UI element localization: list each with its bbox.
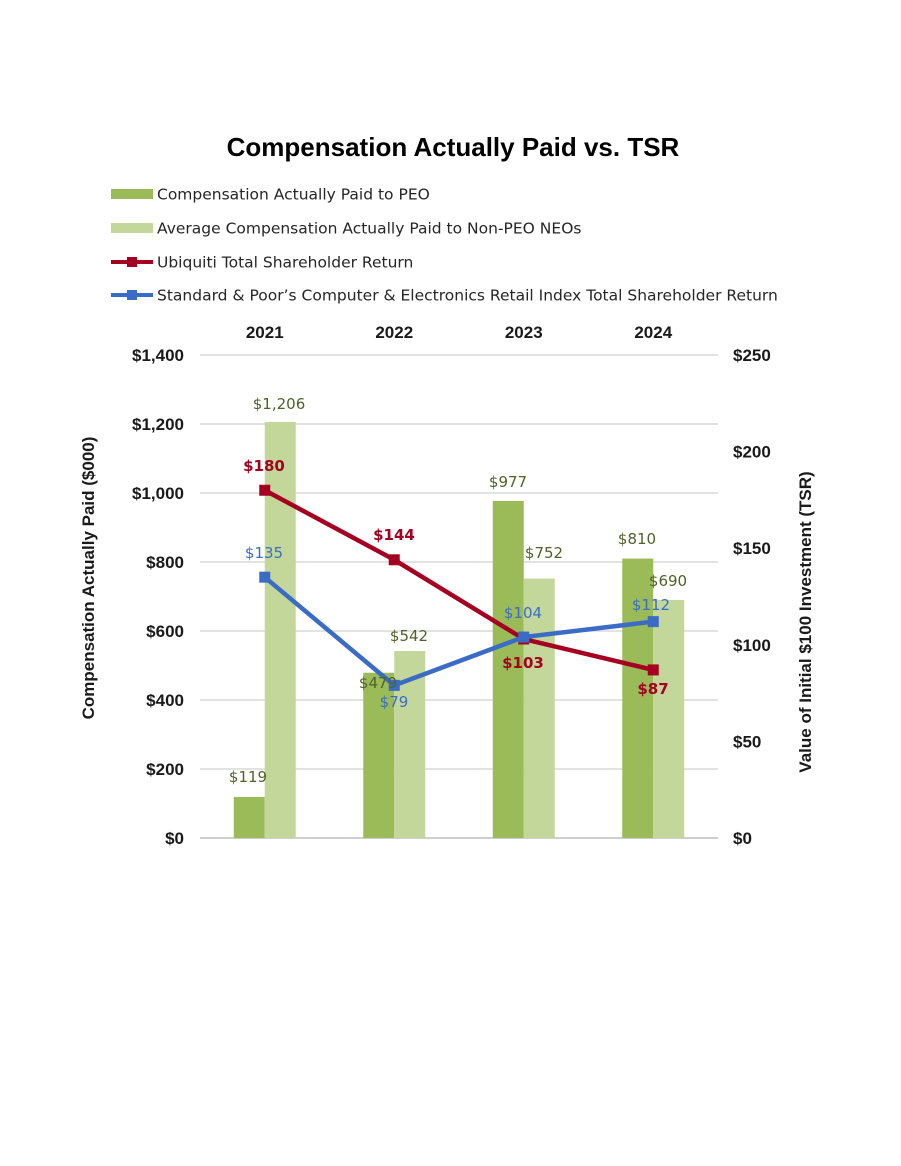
left-tick-label: $1,200 [132,415,184,434]
left-axis-ticks: $0 $200 $400 $600 $800 $1,000 $1,200 $1,400 [132,346,184,848]
bar-data-label: $1,206 [253,395,306,413]
right-tick-label: $50 [733,732,761,751]
category-labels: 2021 2022 2023 2024 [246,323,673,342]
category-label: 2024 [634,323,672,342]
category-label: 2023 [505,323,543,342]
lines [259,484,659,691]
right-axis-ticks: $0 $50 $100 $150 $200 $250 [733,346,771,848]
legend-marker [127,290,137,300]
left-tick-label: $1,400 [132,346,184,365]
data-labels: $119 $479 $977 $810 $1,206 $542 $752 $690 $180 $1… [229,395,687,786]
line-data-label: $180 [243,457,285,475]
bar [363,672,395,838]
bar-data-label: $690 [649,572,687,590]
legend-swatch [111,223,153,233]
line-data-label: $112 [632,596,670,614]
line-point [388,554,400,566]
left-tick-label: $800 [146,553,184,572]
series-line [263,575,654,688]
line-point [647,616,659,628]
line-point [388,679,400,691]
legend-entry: Compensation Actually Paid to PEO [157,186,430,204]
line-point [259,571,271,583]
bars [233,421,685,838]
series-line [263,488,654,673]
left-axis-title: Compensation Actually Paid ($000) [79,437,98,720]
line-point [518,631,530,643]
bar [653,599,685,838]
bar-data-label: $977 [489,473,527,491]
category-label: 2021 [246,323,284,342]
line-data-label: $103 [502,654,544,672]
line-data-label: $104 [504,604,542,622]
right-tick-label: $200 [733,443,771,462]
line-data-label: $135 [245,544,283,562]
legend-marker [127,257,137,267]
left-tick-label: $400 [146,691,184,710]
bar [523,578,555,838]
line-point [259,484,271,496]
legend-entry: Average Compensation Actually Paid to No… [157,220,581,238]
right-tick-label: $0 [733,829,752,848]
legend-swatch [111,189,153,199]
right-axis-title: Value of Initial $100 Investment (TSR) [796,471,815,772]
legend: Compensation Actually Paid to PEO Average… [111,186,778,305]
bar [264,421,296,838]
right-tick-label: $150 [733,539,771,558]
line-data-label: $79 [380,693,409,711]
right-tick-label: $100 [733,636,771,655]
bar-data-label: $810 [618,530,656,548]
bar [233,796,265,838]
category-label: 2022 [375,323,413,342]
line-data-label: $87 [637,680,668,698]
left-tick-label: $0 [165,829,184,848]
left-tick-label: $1,000 [132,484,184,503]
legend-entry: Ubiquiti Total Shareholder Return [157,254,413,272]
legend-entry: Standard & Poor’s Computer & Electronics… [157,287,778,305]
line-point [647,664,659,676]
bar-data-label: $479 [359,674,397,692]
line-data-label: $144 [373,526,415,544]
bar [492,500,524,838]
chart-title: Compensation Actually Paid vs. TSR [227,132,680,162]
bar-data-label: $119 [229,768,267,786]
left-tick-label: $200 [146,760,184,779]
bar-data-label: $752 [525,544,563,562]
left-tick-label: $600 [146,622,184,641]
bar-data-label: $542 [390,627,428,645]
bar [622,558,654,838]
right-tick-label: $250 [733,346,771,365]
